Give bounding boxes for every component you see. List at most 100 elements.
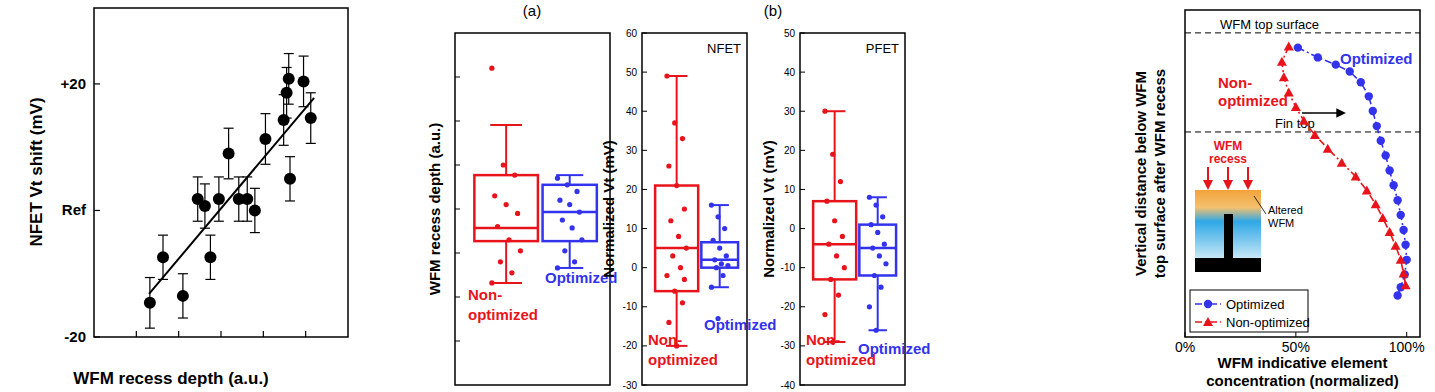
point [1397, 211, 1405, 219]
y-tick-label: 50 [784, 28, 796, 39]
y-tick [642, 306, 647, 307]
point [680, 300, 685, 305]
inset-leader [1254, 196, 1266, 214]
y-tick [94, 83, 100, 84]
inset-label: AlteredWFM [1268, 204, 1303, 229]
category-label: Optimized [704, 316, 777, 333]
y-tick-label: 10 [784, 184, 796, 195]
annotation: Non-optimized [1218, 74, 1288, 109]
y-axis-label: WFM recess depth (a.u.) [426, 123, 443, 296]
point [1399, 226, 1407, 234]
y-tick-label: 60 [626, 28, 638, 39]
error-bar [145, 278, 155, 329]
y-tick-label: 30 [784, 106, 796, 117]
point [1369, 107, 1377, 115]
point [144, 297, 156, 309]
error-cap [282, 117, 292, 118]
y-tick-label: -10 [623, 301, 638, 312]
median [701, 259, 738, 262]
point [223, 148, 235, 160]
point [1323, 144, 1333, 153]
point [664, 273, 669, 278]
point [1396, 255, 1406, 264]
box-body [474, 175, 538, 241]
point [822, 312, 827, 317]
point [873, 328, 878, 333]
box-body [701, 242, 738, 267]
text-line: recess [1209, 152, 1247, 166]
x-tick-label: 100% [1389, 339, 1425, 355]
point [676, 234, 681, 239]
point [572, 259, 577, 264]
error-cap [260, 113, 270, 114]
y-tick [455, 341, 460, 342]
inset-arrow [1247, 167, 1249, 188]
point [1294, 43, 1302, 51]
error-cap [145, 328, 155, 329]
y-tick-label: -40 [781, 380, 796, 391]
text-line: WFM [1268, 217, 1294, 229]
inset-arrow [1207, 167, 1209, 188]
error-cap [193, 176, 203, 177]
reference-label: WFM top surface [1220, 17, 1319, 32]
point [720, 273, 725, 278]
text-line: Non- [468, 286, 502, 303]
text-line: Altered [1268, 204, 1303, 216]
point [1284, 42, 1294, 51]
point [515, 211, 520, 216]
point [512, 173, 517, 178]
y-tick-label: -20 [64, 328, 86, 345]
inset-substrate [1195, 258, 1261, 272]
point [882, 242, 887, 247]
y-tick-label: 0 [789, 223, 795, 234]
error-bar [284, 54, 294, 105]
point [577, 209, 582, 214]
error-cap [224, 128, 234, 129]
median [474, 227, 538, 230]
point [562, 248, 567, 253]
point [822, 109, 827, 114]
point [873, 202, 878, 207]
reference-line [1185, 32, 1420, 33]
error-cap [145, 277, 155, 278]
point [709, 285, 714, 290]
whisker-low [569, 241, 571, 268]
error-cap [285, 156, 295, 157]
error-cap [178, 317, 188, 318]
point [672, 120, 677, 125]
point [714, 265, 719, 270]
point [725, 263, 730, 268]
y-tick-label: -20 [781, 301, 796, 312]
error-cap [200, 183, 210, 184]
error-cap [158, 235, 168, 236]
point [666, 320, 671, 325]
point [213, 193, 225, 205]
point [883, 261, 888, 266]
y-tick-label: 20 [626, 184, 638, 195]
point [199, 200, 211, 212]
point [259, 133, 271, 145]
y-tick [800, 72, 805, 73]
y-tick [642, 72, 647, 73]
y-axis-label: NFET Vt shift (mV) [27, 97, 46, 246]
point [877, 253, 882, 258]
point [1357, 78, 1365, 86]
point [878, 285, 883, 290]
point [1373, 122, 1381, 130]
figure: +20Ref-20NFET Vt shift (mV)WFM recess de… [0, 0, 1435, 392]
y-tick [642, 150, 647, 151]
point [298, 75, 310, 87]
point [565, 182, 570, 187]
point [868, 222, 873, 227]
y-tick [800, 33, 805, 34]
point [284, 173, 296, 185]
point [278, 114, 290, 126]
point [1381, 151, 1389, 159]
point [579, 237, 584, 242]
error-cap [178, 273, 188, 274]
point [574, 189, 579, 194]
point [157, 251, 169, 263]
y-axis-label: Normalized Vt (mV) [760, 140, 777, 278]
error-cap [205, 235, 215, 236]
y-tick [455, 209, 460, 210]
